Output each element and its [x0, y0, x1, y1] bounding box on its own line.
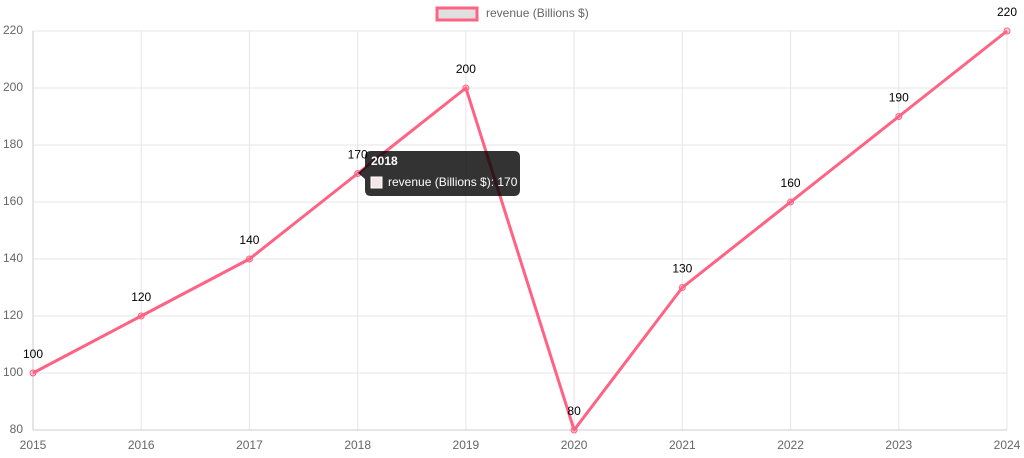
- x-tick-label: 2024: [994, 438, 1021, 452]
- tooltip-title: 2018: [371, 154, 398, 168]
- x-tick-label: 2018: [344, 438, 371, 452]
- point: [1003, 27, 1011, 35]
- point: [895, 113, 903, 120]
- tooltip-swatch: [370, 176, 383, 189]
- x-tick-label: 2020: [561, 438, 588, 452]
- y-tick-label: 140: [3, 251, 23, 265]
- y-tick-label: 220: [3, 23, 23, 37]
- data-label: 130: [672, 262, 692, 276]
- point: [678, 284, 686, 291]
- point: [570, 426, 578, 434]
- data-label: 100: [23, 347, 43, 361]
- data-label: 160: [781, 176, 801, 190]
- x-tick-label: 2017: [236, 438, 263, 452]
- tooltip: 2018 revenue (Billions $): 170: [358, 151, 520, 196]
- y-tick-label: 160: [3, 194, 23, 208]
- y-tick-label: 120: [3, 308, 23, 322]
- y-tick-label: 80: [10, 422, 24, 436]
- point: [787, 198, 795, 206]
- data-label: 140: [239, 233, 259, 247]
- x-tick-label: 2015: [20, 438, 47, 452]
- data-label: 200: [456, 62, 476, 76]
- point: [29, 369, 37, 377]
- x-tick-label: 2016: [128, 438, 155, 452]
- legend-swatch: [435, 6, 479, 22]
- data-label: 80: [567, 404, 581, 418]
- line: [32, 29, 1008, 432]
- x-tick-label: 2022: [777, 438, 804, 452]
- data-label: 190: [889, 91, 909, 105]
- tooltip-label: revenue (Billions $): 170: [388, 175, 518, 189]
- data-label: 170: [348, 148, 368, 162]
- point: [137, 312, 145, 320]
- y-tick-label: 200: [3, 80, 23, 94]
- x-tick-label: 2021: [669, 438, 696, 452]
- tooltip-box: [358, 151, 520, 196]
- data-label: 120: [131, 290, 151, 304]
- point: [245, 255, 253, 263]
- point: [462, 84, 470, 92]
- x-tick-label: 2023: [885, 438, 912, 452]
- y-tick-label: 180: [3, 137, 23, 151]
- legend-label: revenue (Billions $): [486, 6, 589, 20]
- x-tick-label: 2019: [453, 438, 480, 452]
- y-tick-label: 100: [3, 365, 23, 379]
- data-label: 220: [997, 5, 1017, 19]
